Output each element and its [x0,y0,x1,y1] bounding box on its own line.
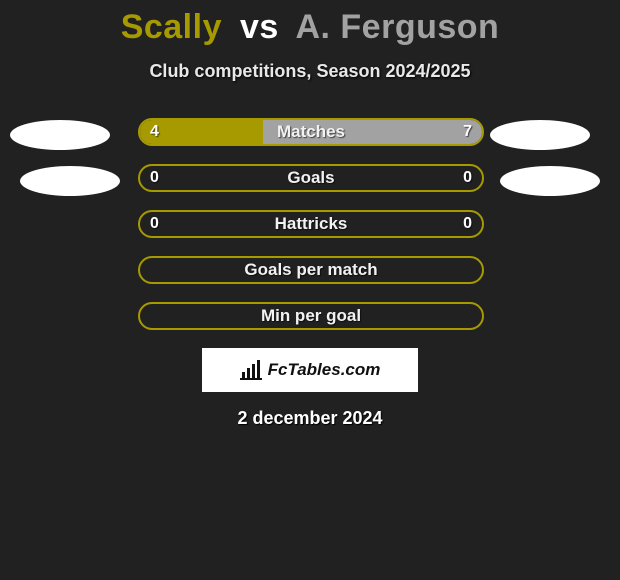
stat-rows: 47Matches00Goals00HattricksGoals per mat… [0,118,620,326]
player2-bar-fill [263,120,482,144]
brand-text: FcTables.com [268,360,381,380]
stat-label: Min per goal [140,304,482,328]
player2-name: A. Ferguson [295,8,499,46]
vs-label: vs [240,8,279,46]
stat-row: 47Matches [0,118,620,142]
stat-bar: Goals per match [138,256,484,284]
player2-placeholder-icon [500,166,600,196]
date-label: 2 december 2024 [0,408,620,429]
stat-row: 0 0Hattricks [0,210,620,234]
stat-label: Goals [140,166,482,190]
stat-bar: 0 0Hattricks [138,210,484,238]
player2-placeholder-icon [490,120,590,150]
player1-placeholder-icon [20,166,120,196]
page-title: Scally vs A. Ferguson [0,0,620,47]
stat-row: Goals per match [0,256,620,280]
stat-bar: 47Matches [138,118,484,146]
brand-badge: FcTables.com [202,348,418,392]
stat-bar: 0 0Goals [138,164,484,192]
subtitle: Club competitions, Season 2024/2025 [0,61,620,82]
comparison-infographic: Scally vs A. Ferguson Club competitions,… [0,0,620,580]
stat-label: Goals per match [140,258,482,282]
stat-row: Min per goal [0,302,620,326]
player1-value: 0 [140,166,169,190]
player2-value: 0 [453,166,482,190]
player2-value: 0 [453,212,482,236]
chart-icon [240,360,262,380]
player1-placeholder-icon [10,120,110,150]
player1-name: Scally [121,8,222,46]
stat-row: 0 0Goals [0,164,620,188]
stat-bar: Min per goal [138,302,484,330]
player1-value: 0 [140,212,169,236]
player2-value: 7 [453,120,482,144]
player1-value: 4 [140,120,169,144]
stat-label: Hattricks [140,212,482,236]
